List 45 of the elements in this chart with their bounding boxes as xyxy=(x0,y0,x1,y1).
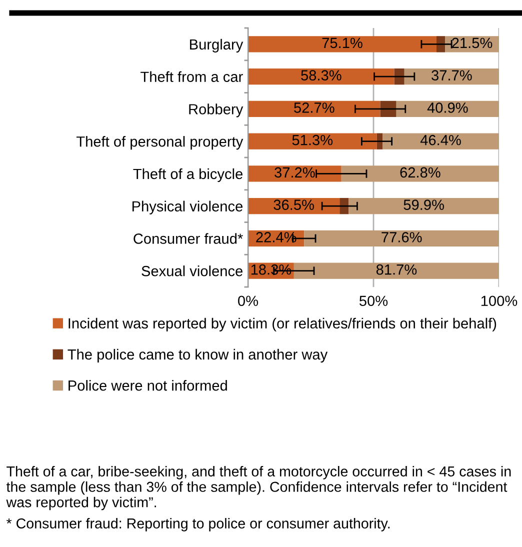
bar xyxy=(436,36,446,52)
bar xyxy=(396,100,499,118)
bar xyxy=(248,68,394,85)
bar xyxy=(304,230,499,247)
data-label: 77.6% xyxy=(382,232,422,242)
data-label: 46.4% xyxy=(420,134,461,146)
text: * Consumer fraud: Reporting to police or consumer authority. xyxy=(6,518,390,532)
data-label: 62.8% xyxy=(400,167,440,178)
bar xyxy=(382,133,499,150)
data-label: 81.7% xyxy=(376,264,417,275)
y-tick-label: Sexual violence xyxy=(142,266,242,276)
bar xyxy=(341,166,499,182)
y-tick-label: Physical violence xyxy=(132,200,242,214)
legend-label: The police came to know in another way xyxy=(68,348,328,363)
data-label: 40.9% xyxy=(427,102,468,113)
x-tick-label: 0% xyxy=(238,296,258,306)
y-tick-label: Robbery xyxy=(189,104,244,118)
bar xyxy=(248,133,377,150)
data-label: 36.5% xyxy=(274,200,314,210)
bar xyxy=(445,36,499,52)
y-tick-label: Theft of personal property xyxy=(76,136,244,150)
y-tick-label: Consumer fraud* xyxy=(134,233,243,244)
bar xyxy=(248,198,340,214)
x-tick-label: 100% xyxy=(481,296,518,306)
text: Theft of a car, bribe-seeking, and theft of a motorcycle occurred in < 45 cases in the sample (less than 3% of the sample). Confidence intervals refer to “Incident was reported by victim”. xyxy=(6,466,511,510)
bar xyxy=(294,262,499,279)
data-label: 21.5% xyxy=(452,38,492,48)
bar xyxy=(248,36,436,52)
bar xyxy=(248,100,380,118)
data-label: 59.9% xyxy=(404,200,444,210)
legend-label: Police were not informed xyxy=(68,380,227,391)
bar xyxy=(404,68,499,85)
data-label: 37.2% xyxy=(274,167,315,178)
bar xyxy=(248,166,342,182)
y-tick-label: Theft of a bicycle xyxy=(133,168,242,182)
data-label: 75.1% xyxy=(322,38,362,48)
data-label: 37.7% xyxy=(432,70,472,80)
legend-label: Incident was reported by victim (or relatives/friends on their behalf) xyxy=(68,318,496,332)
y-tick-label: Theft from a car xyxy=(140,71,243,82)
data-label: 51.3% xyxy=(292,134,333,146)
y-tick-label: Burglary xyxy=(190,38,244,52)
data-label: 58.3% xyxy=(301,70,342,80)
x-tick-label: 50% xyxy=(359,296,388,306)
bar xyxy=(348,198,499,214)
data-label: 52.7% xyxy=(294,102,334,113)
